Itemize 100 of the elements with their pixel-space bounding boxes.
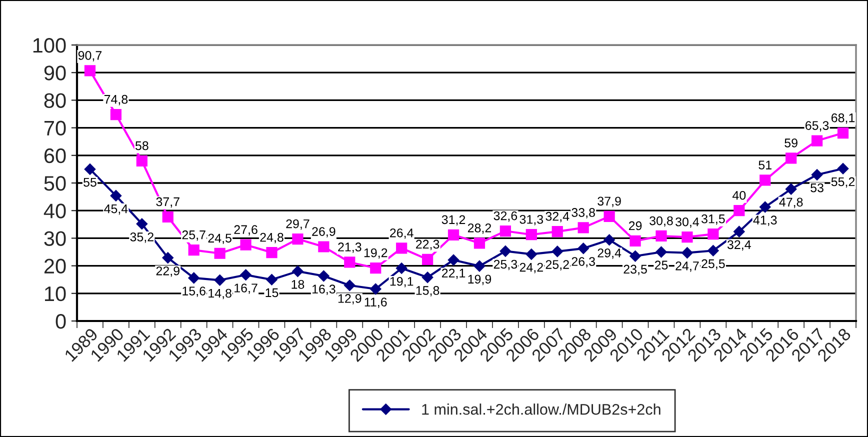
point <box>396 262 408 274</box>
point <box>422 254 434 266</box>
data-label: 24,7 <box>676 261 699 272</box>
point <box>682 232 693 243</box>
y-tick-label: 50 <box>44 176 66 191</box>
data-label: 18 <box>292 280 304 289</box>
point <box>318 270 330 282</box>
data-label: 55 <box>84 178 96 187</box>
data-label: 24,2 <box>520 262 543 274</box>
y-tick-label: 30 <box>44 231 66 246</box>
point <box>422 272 434 283</box>
point <box>188 272 200 284</box>
data-label: 45,4 <box>104 204 128 215</box>
point <box>110 190 122 202</box>
data-label: 65,3 <box>806 121 829 132</box>
data-label: 32,4 <box>546 212 570 222</box>
point <box>786 152 797 164</box>
data-label: 26,4 <box>390 228 414 239</box>
point <box>708 245 719 256</box>
y-tick-label: 20 <box>44 258 66 274</box>
data-label: 30,8 <box>650 216 673 227</box>
data-label: 53 <box>810 183 824 192</box>
point <box>708 228 719 240</box>
data-label: 31,5 <box>701 214 725 225</box>
point <box>474 260 486 272</box>
data-label: 19,9 <box>468 274 492 286</box>
data-label: 26,9 <box>312 227 336 238</box>
point <box>344 280 356 291</box>
data-label: 37,9 <box>598 196 621 208</box>
data-label: 25,3 <box>494 260 518 270</box>
y-tick-label: 90 <box>44 66 66 80</box>
y-tick-label: 10 <box>45 286 66 302</box>
data-label: 68,1 <box>831 113 855 124</box>
legend-label: 1 min.sal.+2ch.allow./MDUB2s+2ch <box>422 404 660 415</box>
data-label: 90,7 <box>78 51 102 62</box>
point <box>682 247 693 258</box>
point <box>526 248 538 260</box>
data-label: 31,2 <box>442 215 466 226</box>
point <box>292 233 304 245</box>
point <box>578 222 589 234</box>
data-label: 74,8 <box>104 94 128 106</box>
point <box>811 169 823 180</box>
point <box>552 246 563 258</box>
point <box>448 254 460 266</box>
point <box>84 65 96 76</box>
point <box>552 226 563 238</box>
data-label: 29,4 <box>598 248 622 259</box>
point <box>162 211 174 223</box>
data-label: 15,8 <box>416 286 440 296</box>
data-label: 22,3 <box>416 240 440 250</box>
data-label: 28,2 <box>468 224 492 234</box>
data-label: 26,3 <box>572 257 595 268</box>
point <box>344 256 356 268</box>
point <box>396 242 408 254</box>
point <box>604 210 615 222</box>
point <box>448 229 460 240</box>
data-label: 32,4 <box>727 240 751 251</box>
data-label: 22,1 <box>442 268 466 279</box>
data-label: 25,7 <box>182 230 206 241</box>
point <box>578 242 589 254</box>
data-label: 25,2 <box>546 260 569 270</box>
data-label: 15,6 <box>182 286 206 297</box>
data-label: 35,2 <box>130 232 154 243</box>
point <box>734 226 745 238</box>
point <box>604 234 615 246</box>
data-label: 58 <box>135 141 148 150</box>
point <box>266 274 278 286</box>
data-label: 29 <box>628 221 642 230</box>
point <box>760 174 771 186</box>
y-tick-label: 60 <box>44 148 66 164</box>
point <box>136 155 148 166</box>
data-label: 24,8 <box>260 232 284 244</box>
data-label: 47,8 <box>779 198 803 208</box>
point <box>837 127 849 139</box>
point <box>500 246 512 257</box>
y-tick-label: 70 <box>44 120 66 136</box>
data-label: 14,8 <box>208 288 232 300</box>
data-label: 21,3 <box>338 242 362 253</box>
data-label: 15 <box>266 288 278 298</box>
point <box>656 230 667 242</box>
point <box>837 163 849 174</box>
point <box>785 183 797 195</box>
point <box>370 262 382 274</box>
data-label: 16,7 <box>234 284 258 294</box>
data-label: 22,9 <box>156 266 180 277</box>
point <box>188 244 200 256</box>
data-label: 25 <box>654 260 668 270</box>
point <box>526 229 537 240</box>
data-label: 19,1 <box>390 276 414 288</box>
point <box>214 274 226 286</box>
point <box>318 241 330 252</box>
point <box>136 218 148 230</box>
y-tick-label: 0 <box>56 314 66 329</box>
point <box>110 108 122 120</box>
data-label: 25,5 <box>702 259 725 270</box>
data-label: 51 <box>758 160 772 170</box>
data-label: 12,9 <box>338 294 362 304</box>
data-label: 31,3 <box>520 214 544 226</box>
data-label: 30,4 <box>676 217 700 228</box>
point <box>240 239 252 250</box>
